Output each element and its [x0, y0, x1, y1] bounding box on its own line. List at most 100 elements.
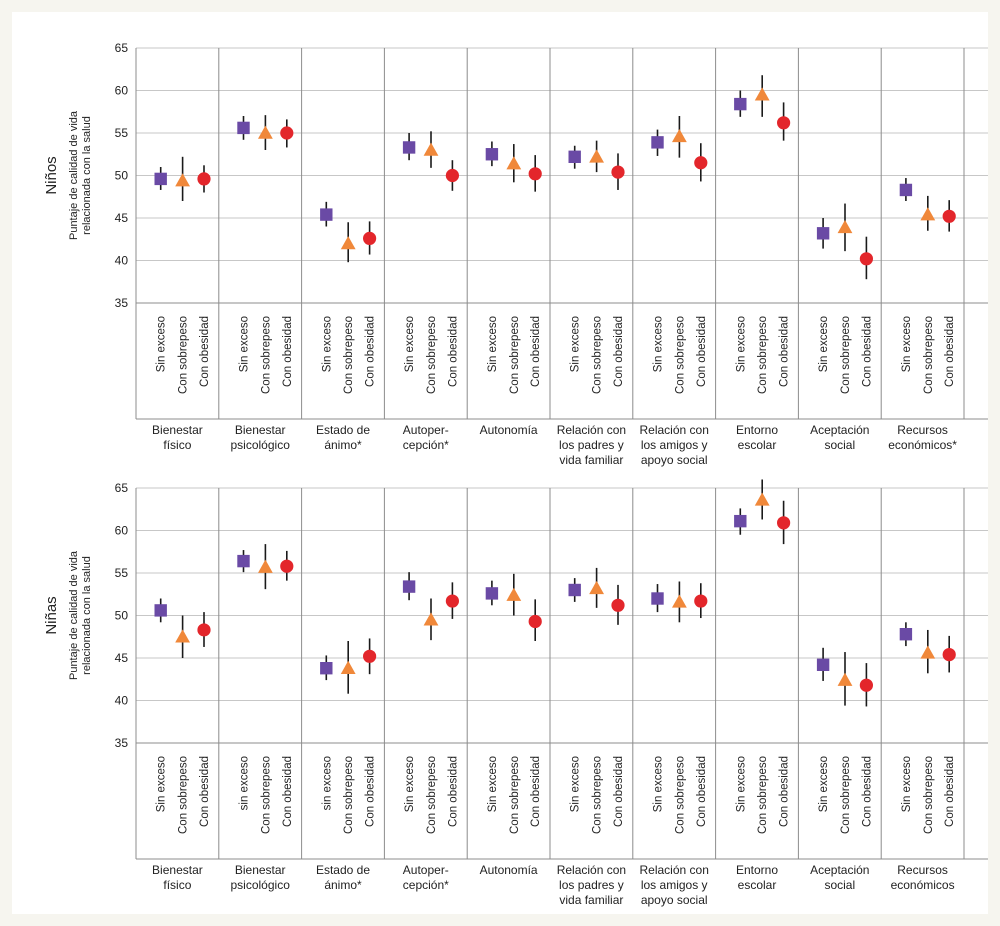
- category-label: Con obesidad: [779, 316, 791, 387]
- y-tick-label: 40: [115, 254, 129, 268]
- y-tick-label: 55: [115, 566, 129, 580]
- marker-triangle: [837, 672, 853, 686]
- marker-square: [651, 136, 664, 149]
- group-label-line: económicos: [891, 878, 955, 892]
- group-label-line: social: [824, 878, 855, 892]
- category-label: Con obesidad: [613, 316, 625, 387]
- group-label-line: psicológico: [231, 878, 291, 892]
- group-label: Bienestar psicológico: [231, 863, 291, 892]
- category-label: Con sobrepeso: [260, 316, 272, 394]
- y-tick-label: 45: [115, 651, 129, 665]
- y-tick-label: 55: [115, 126, 129, 140]
- category-label: Con sobrepeso: [260, 756, 272, 834]
- category-label: Sin exceso: [653, 316, 665, 372]
- group-label: Bienestar físico: [152, 423, 203, 452]
- marker-triangle: [920, 645, 936, 659]
- marker-square: [734, 97, 747, 111]
- marker-circle: [859, 252, 874, 266]
- category-label: sin exceso: [239, 756, 251, 810]
- marker-square: [899, 183, 913, 197]
- marker-triangle: [754, 492, 770, 506]
- y-axis-label-line: Puntaje de calidad de vida: [68, 110, 80, 240]
- group-label-line: Relación con: [640, 863, 709, 877]
- category-label: Sin exceso: [735, 756, 747, 812]
- group-label: Relación con los padres y vida familiar: [557, 423, 626, 467]
- marker-circle: [363, 231, 377, 245]
- group-label-line: Estado de: [316, 863, 370, 877]
- marker-square: [237, 554, 250, 568]
- group-label-line: ánimo*: [324, 438, 362, 452]
- group-label: Bienestar psicológico: [231, 423, 291, 452]
- marker-triangle: [340, 236, 356, 250]
- category-label: Con obesidad: [282, 316, 294, 387]
- category-label: Sin exceso: [818, 316, 830, 372]
- marker-triangle: [258, 559, 273, 573]
- group-label-line: Estado de: [316, 423, 370, 437]
- category-label: Con sobrepeso: [592, 316, 604, 394]
- category-label: Con obesidad: [779, 756, 791, 827]
- category-label: Con obesidad: [365, 756, 377, 827]
- category-label: Con sobrepeso: [509, 756, 521, 834]
- group-label-line: Autoper-: [403, 423, 449, 437]
- marker-triangle: [920, 207, 936, 221]
- panel-title: Niños: [43, 156, 60, 194]
- marker-circle: [445, 594, 459, 608]
- category-label: Con obesidad: [199, 316, 211, 387]
- marker-square: [402, 580, 416, 593]
- category-label: Sin exceso: [735, 316, 747, 372]
- category-label: Sin exceso: [239, 316, 251, 372]
- group-label-line: vida familiar: [559, 453, 623, 467]
- group-label: Entorno escolar: [736, 863, 778, 892]
- group-label-line: vida familiar: [559, 893, 623, 907]
- group-label: Aceptación social: [810, 863, 869, 892]
- group-label-line: los amigos y: [641, 878, 708, 892]
- marker-triangle: [837, 219, 853, 234]
- category-label: Con obesidad: [447, 316, 459, 387]
- category-label: Con obesidad: [199, 756, 211, 827]
- category-label: Con sobrepeso: [343, 316, 355, 394]
- category-label: Con obesidad: [944, 756, 956, 827]
- marker-triangle: [589, 580, 604, 595]
- marker-triangle: [589, 149, 604, 163]
- category-label: Sin exceso: [156, 756, 168, 812]
- category-label: Sin exceso: [570, 756, 582, 812]
- marker-circle: [197, 172, 211, 186]
- marker-triangle: [258, 125, 273, 139]
- group-label-line: escolar: [738, 878, 777, 892]
- category-label: Con sobrepeso: [426, 316, 438, 394]
- category-label: Con obesidad: [365, 316, 377, 387]
- category-label: Con sobrepeso: [757, 756, 769, 834]
- category-label: Con sobrepeso: [426, 756, 438, 834]
- group-label-line: Aceptación: [810, 863, 869, 877]
- y-axis-label-line: relacionada con la salud: [81, 556, 93, 675]
- y-tick-label: 65: [115, 41, 129, 55]
- marker-square: [154, 172, 167, 186]
- group-label-line: apoyo social: [641, 893, 708, 907]
- group-label-line: Entorno: [736, 863, 778, 877]
- chart-svg: Niños Puntaje de calidad de vida relaciona…: [43, 41, 988, 907]
- group-label: Autonomía: [480, 423, 538, 437]
- group-label-line: Bienestar: [152, 423, 203, 437]
- category-label: Con sobrepeso: [674, 316, 686, 394]
- category-label: sin exceso: [321, 756, 333, 810]
- marker-triangle: [423, 142, 439, 156]
- panel-title: Niñas: [43, 596, 60, 634]
- group-label-line: Recursos: [897, 863, 948, 877]
- y-tick-label: 50: [115, 169, 129, 183]
- group-label-line: Bienestar: [152, 863, 203, 877]
- y-tick-label: 40: [115, 694, 129, 708]
- group-label-line: los amigos y: [641, 438, 708, 452]
- group-label-line: Relación con: [557, 863, 626, 877]
- marker-square: [651, 592, 664, 605]
- category-label: Con sobrepeso: [840, 756, 852, 834]
- group-label: Autoper-cepción*: [403, 863, 449, 892]
- group-label-line: cepción*: [403, 878, 449, 892]
- category-label: Con sobrepeso: [923, 316, 935, 394]
- group-label-line: Autoper-: [403, 863, 449, 877]
- marker-square: [816, 227, 830, 240]
- category-label: Con obesidad: [613, 756, 625, 827]
- group-label: Recursos económicos: [891, 863, 955, 892]
- figure-frame: Niños Puntaje de calidad de vida relaciona…: [12, 12, 988, 914]
- group-label-line: escolar: [738, 438, 777, 452]
- marker-square: [734, 514, 747, 528]
